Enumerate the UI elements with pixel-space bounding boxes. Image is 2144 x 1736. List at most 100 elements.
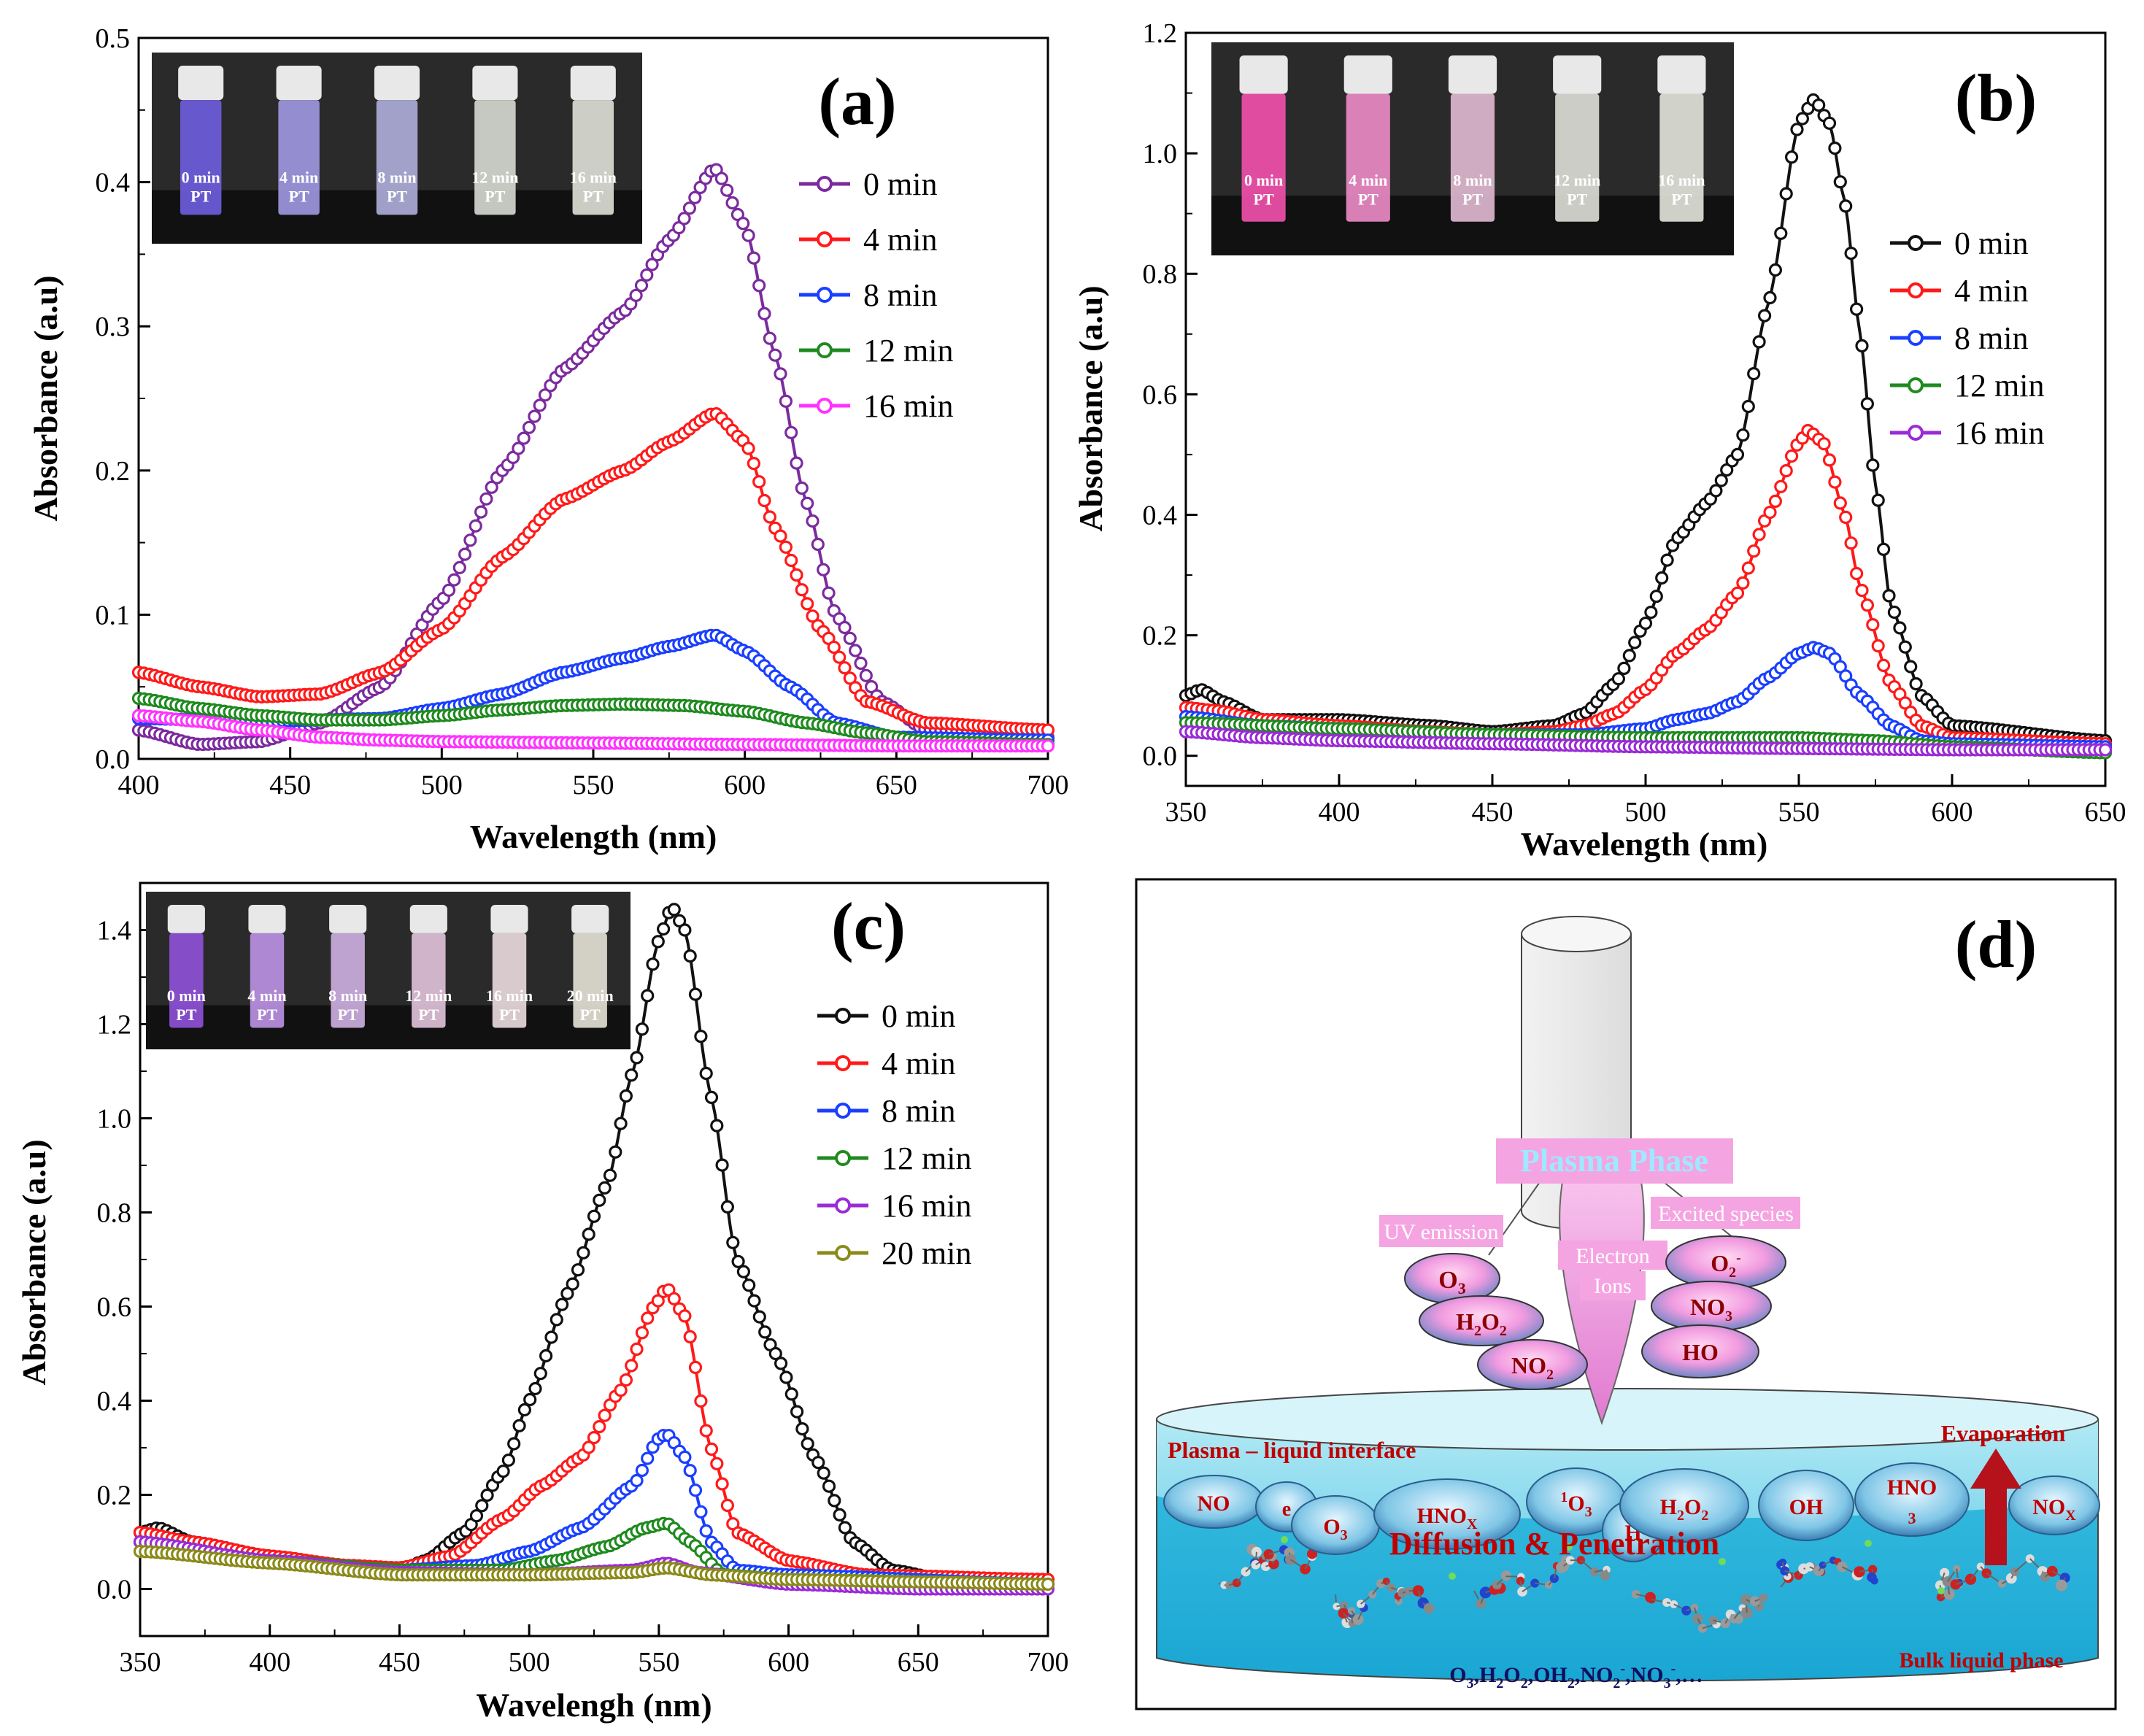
data-point: [1758, 309, 1772, 323]
data-point: [630, 1473, 644, 1488]
data-point: [528, 409, 541, 423]
legend-a: 0 min 4 min 8 min 12 min 16 min: [799, 166, 953, 424]
vial-time-label: 0 min: [1244, 171, 1283, 190]
legend-label: 0 min: [882, 998, 955, 1034]
data-point: [688, 190, 702, 204]
data-point: [501, 1453, 516, 1467]
data-point: [582, 1227, 595, 1241]
data-point: [1655, 571, 1669, 585]
evaporation-arrow: [1970, 1448, 2021, 1565]
gas-species-left: O3 H2O2 NO2: [1404, 1253, 1588, 1390]
legend-swatch-marker: [1908, 425, 1924, 441]
data-point: [677, 212, 691, 225]
vial: [1241, 93, 1286, 222]
interface-species: NO e O3 HNOX 1O3 H H2O2 OH HNO 3 NOX: [1163, 1462, 2100, 1562]
data-point: [641, 1311, 655, 1325]
legend-item: 4 min: [799, 222, 937, 258]
data-point: [742, 1278, 756, 1292]
legend-swatch-marker: [817, 176, 833, 192]
data-point: [1904, 660, 1918, 674]
species-ho-gas: HO: [1682, 1339, 1719, 1365]
vial: [1659, 93, 1704, 222]
legend-item: 4 min: [1890, 273, 2028, 309]
x-tick-label: 450: [379, 1647, 420, 1678]
legend-label: 16 min: [1954, 415, 2044, 451]
data-point: [1741, 399, 1755, 414]
data-point: [1871, 639, 1885, 653]
data-point: [1779, 187, 1793, 201]
data-point: [1839, 510, 1853, 525]
vial-cap: [276, 66, 322, 101]
vial: [474, 100, 516, 215]
y-tick-label: 0.3: [96, 312, 131, 342]
legend-item: 16 min: [817, 1188, 971, 1224]
data-point: [1795, 112, 1809, 126]
panel-d-diagram: (d) Plasma Phase UV emission Excited spe…: [1135, 878, 2117, 1710]
x-tick-label: 500: [509, 1647, 550, 1678]
data-point: [463, 533, 477, 547]
legend-item: 12 min: [799, 333, 953, 369]
data-point: [577, 1246, 590, 1259]
species-hno3-sub: 3: [1908, 1509, 1916, 1527]
vial-cap: [374, 66, 420, 101]
data-point: [485, 480, 498, 494]
data-point: [1763, 505, 1777, 520]
molecule: [1776, 1556, 1878, 1588]
data-point: [1644, 605, 1658, 620]
data-point: [779, 394, 793, 408]
ions-box: [1580, 1271, 1646, 1300]
data-point: [843, 671, 857, 685]
data-point: [544, 1330, 558, 1344]
legend-swatch-marker: [835, 1197, 851, 1214]
data-point: [619, 1089, 633, 1103]
data-point: [811, 537, 825, 552]
x-tick-label: 350: [120, 1647, 161, 1678]
y-tick-label: 0.4: [97, 1386, 132, 1417]
molecule: [1935, 1554, 2070, 1602]
data-point: [1785, 449, 1799, 463]
vial: [412, 933, 446, 1028]
x-tick-label: 400: [249, 1647, 290, 1678]
data-point: [678, 1309, 692, 1323]
data-point: [741, 441, 755, 455]
legend-label: 0 min: [863, 166, 937, 202]
legend-label: 12 min: [863, 333, 953, 369]
data-point: [539, 1349, 553, 1363]
legend-swatch-marker: [817, 342, 833, 358]
y-tick-label: 1.0: [1143, 139, 1178, 169]
vial-time-label: 8 min: [1453, 171, 1492, 190]
data-point: [441, 583, 456, 597]
data-point: [795, 481, 809, 495]
vial-pt-label: PT: [580, 1006, 601, 1024]
excited-species-box: [1651, 1197, 1800, 1229]
data-point: [1041, 1577, 1055, 1592]
molecule: [1631, 1589, 1768, 1633]
x-tick-label: 550: [638, 1647, 679, 1678]
data-point: [651, 935, 665, 949]
legend-item: 8 min: [817, 1093, 955, 1129]
vial-cap: [472, 66, 518, 101]
legend-label: 4 min: [1954, 273, 2028, 309]
x-tick-label: 350: [1165, 797, 1207, 828]
legend-item: 0 min: [1890, 225, 2028, 261]
y-tick-label: 0.2: [97, 1481, 132, 1511]
x-tick-label: 700: [1027, 770, 1069, 801]
y-tick-label: 0.0: [1143, 741, 1178, 772]
vial-cap: [570, 66, 616, 101]
diffusion-label: Diffusion & Penetration: [1389, 1526, 1719, 1562]
data-point: [774, 529, 787, 543]
data-point: [779, 540, 793, 554]
vial-pt-label: PT: [338, 1006, 358, 1024]
vial-pt-label: PT: [1462, 190, 1483, 209]
series-4-min: [131, 406, 1055, 737]
legend-swatch-marker: [835, 1055, 851, 1071]
legend-swatch-marker: [835, 1008, 851, 1024]
data-point: [587, 1209, 601, 1223]
data-point: [688, 1360, 703, 1375]
data-point: [752, 1310, 766, 1324]
legend-item: 12 min: [817, 1141, 971, 1176]
series-16-min: [131, 709, 1055, 753]
data-point: [1774, 226, 1788, 240]
bulk-liquid-label: Bulk liquid phase: [1899, 1648, 2063, 1673]
